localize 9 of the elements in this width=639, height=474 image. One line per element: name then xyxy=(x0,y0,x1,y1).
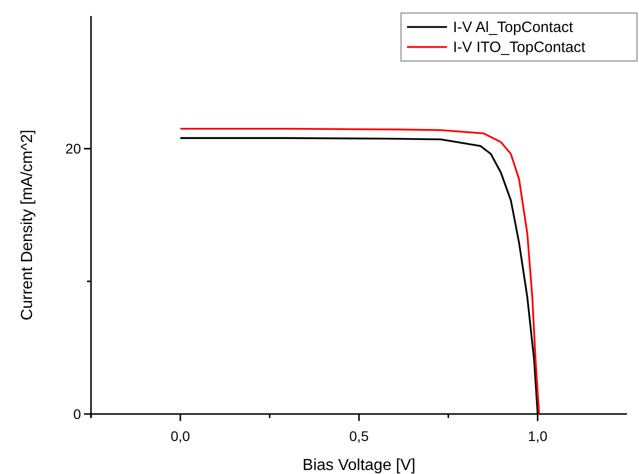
x-tick-label: 1,0 xyxy=(528,428,548,444)
y-axis-title: Current Density [mA/cm^2] xyxy=(19,130,36,320)
legend-label: I-V Al_TopContact xyxy=(453,19,574,36)
x-axis-title: Bias Voltage [V] xyxy=(302,457,416,474)
x-tick-label: 0,5 xyxy=(349,428,369,444)
legend-label: I-V ITO_TopContact xyxy=(453,39,586,56)
y-tick-label: 20 xyxy=(65,140,82,157)
x-tick-label: 0,0 xyxy=(170,428,190,444)
y-tick-label: 0 xyxy=(73,406,82,422)
